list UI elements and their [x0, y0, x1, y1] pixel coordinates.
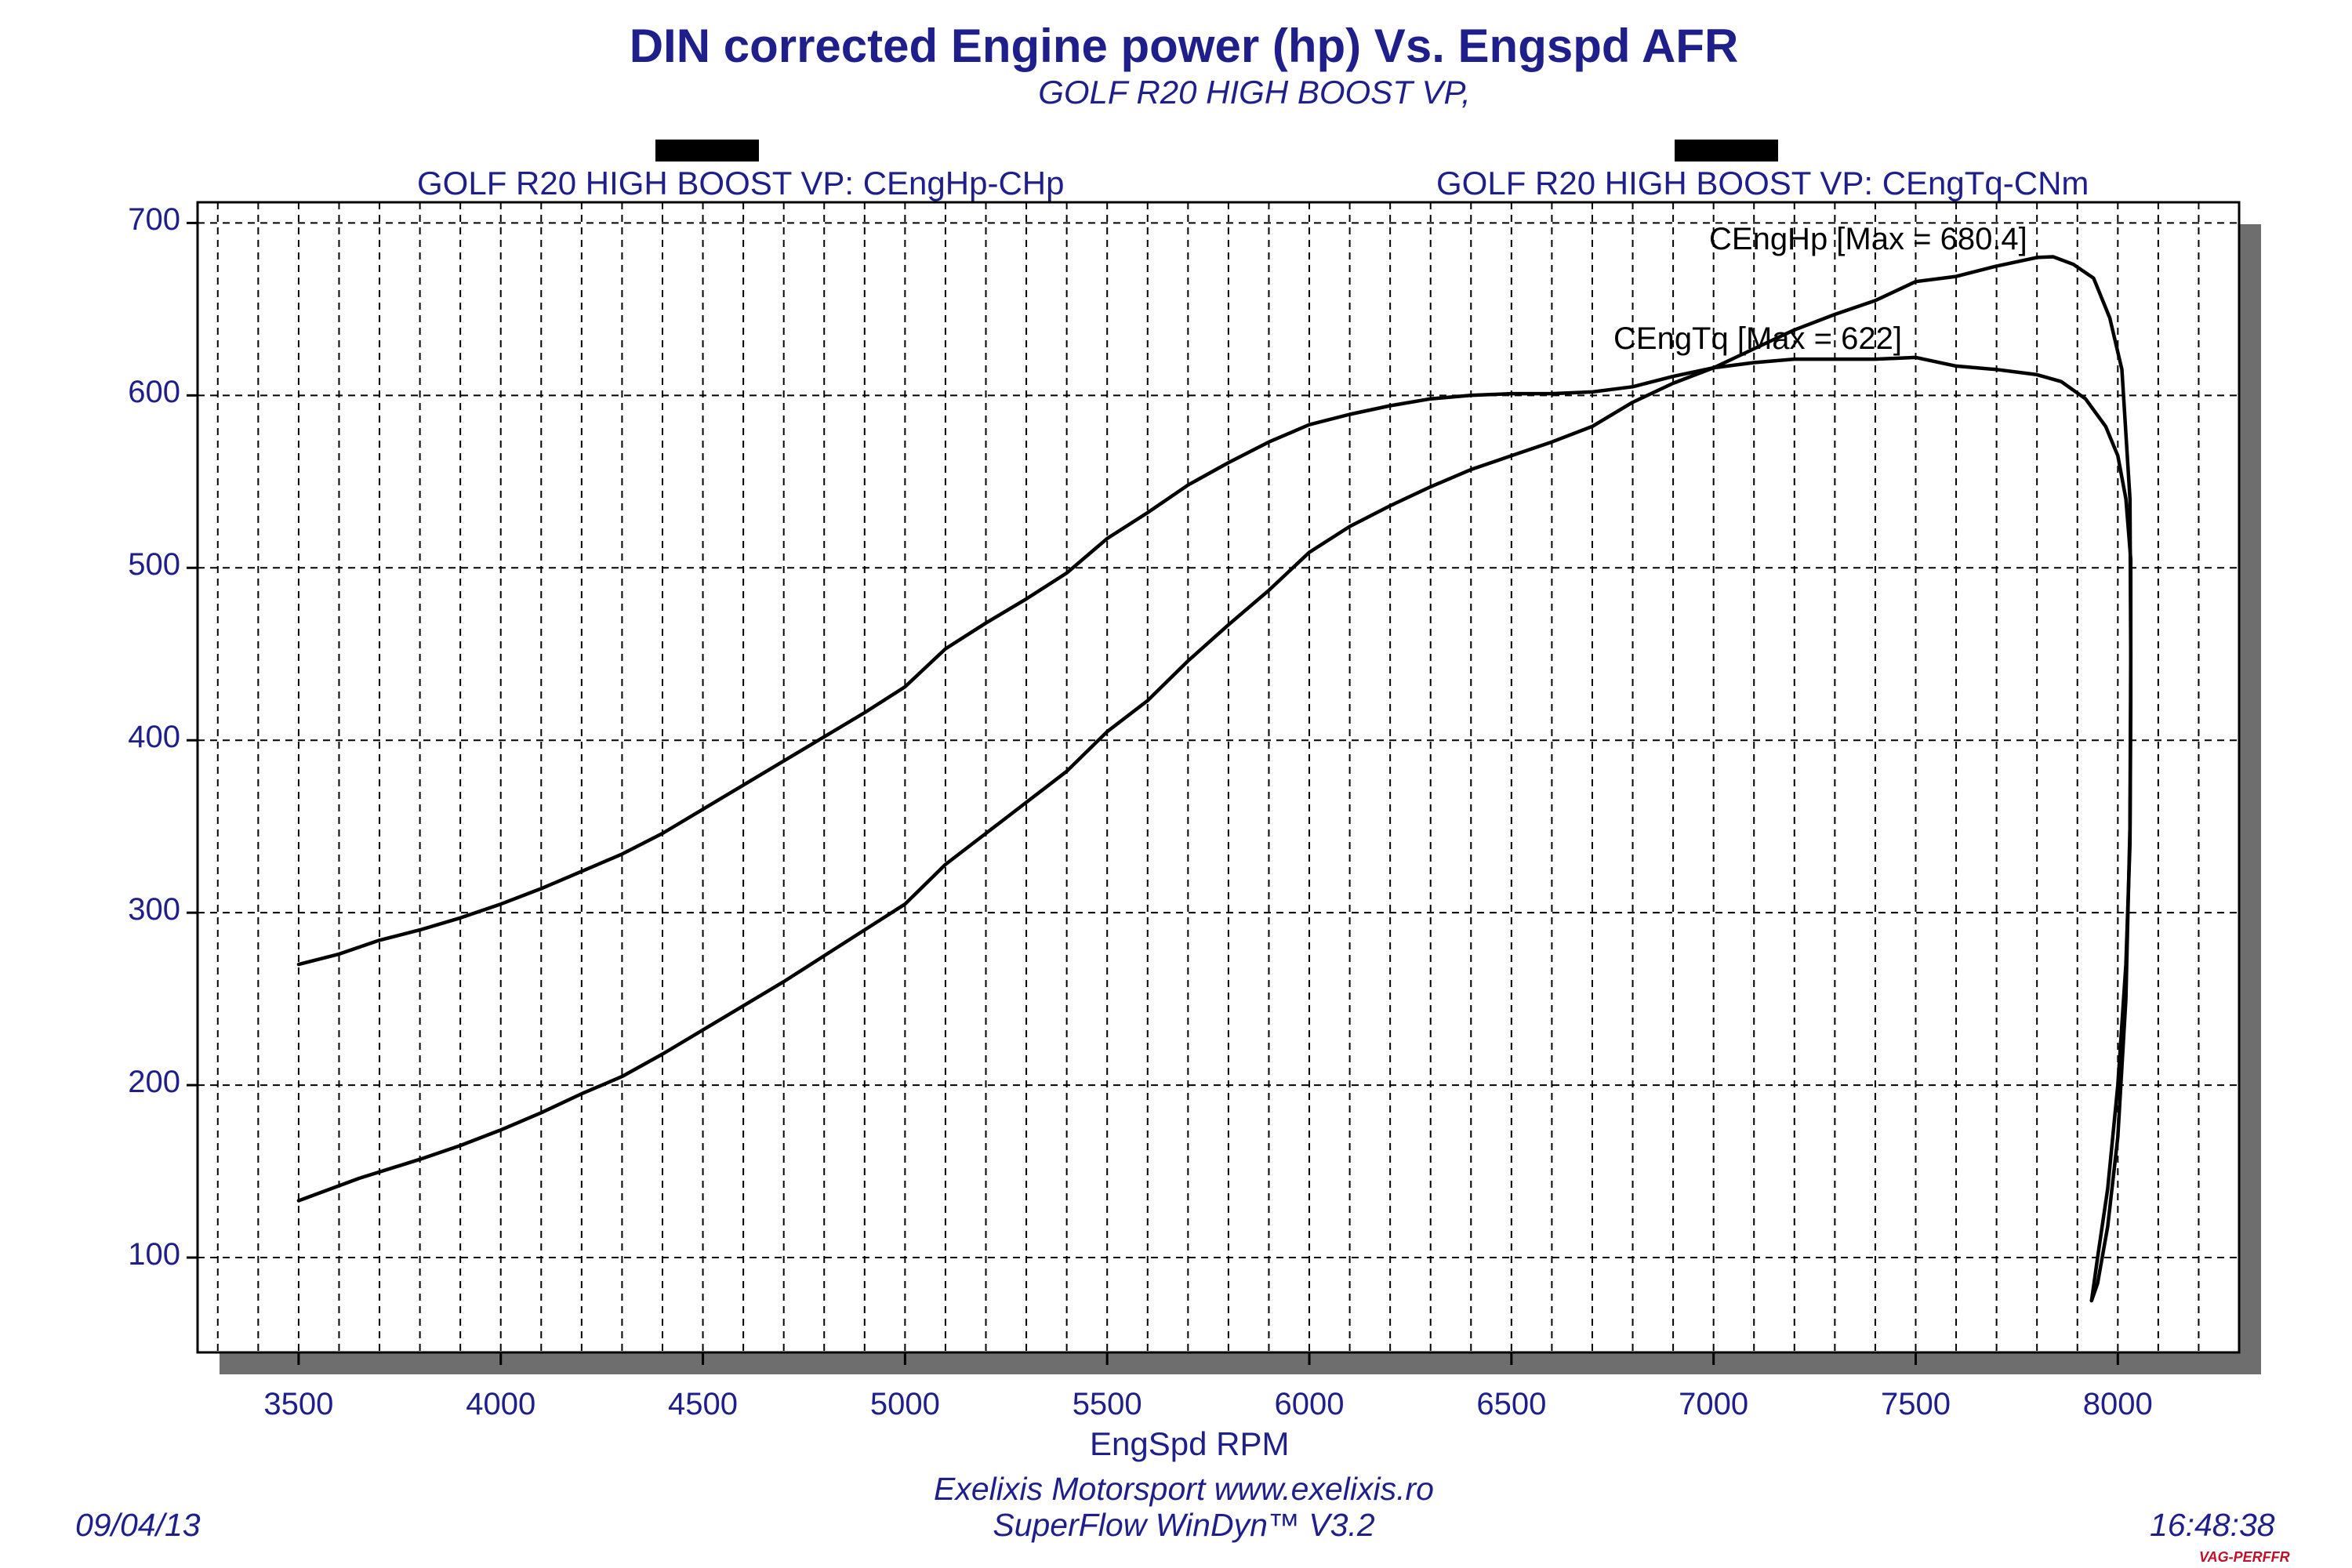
y-tick-label: 500: [128, 547, 180, 583]
annotation-hp-max: CEngHp [Max = 680.4]: [1709, 222, 2027, 256]
chart-subtitle: GOLF R20 HIGH BOOST VP,: [1038, 74, 1471, 111]
legend-label-hp: GOLF R20 HIGH BOOST VP: CEngHp-CHp: [417, 165, 1065, 201]
legend-swatch-tq: [1675, 140, 1778, 162]
legend-label-tq: GOLF R20 HIGH BOOST VP: CEngTq-CNm: [1436, 165, 2089, 201]
plot-frame: [196, 201, 2241, 1354]
x-tick-label: 8000: [2082, 1387, 2153, 1421]
y-tick-label: 200: [128, 1065, 180, 1100]
annotation-tq-max: CEngTq [Max = 622]: [1613, 321, 1902, 356]
plot-background: [198, 202, 2239, 1352]
footer-time: 16:48:38: [2150, 1507, 2275, 1543]
footer-software: SuperFlow WinDyn™ V3.2: [993, 1507, 1375, 1543]
x-tick-label: 4500: [668, 1387, 739, 1421]
x-tick-label: 4000: [466, 1387, 536, 1421]
chart-title: DIN corrected Engine power (hp) Vs. Engs…: [629, 20, 1739, 72]
series-line-hp: [296, 255, 2133, 1303]
footer-credit: Exelixis Motorsport www.exelixis.ro: [934, 1471, 1434, 1507]
y-tick-label: 100: [128, 1237, 180, 1272]
footer-date: 09/04/13: [75, 1507, 201, 1543]
series-line-tq: [296, 355, 2133, 1303]
legend-swatch-hp: [655, 140, 759, 162]
y-tick-label: 300: [128, 892, 180, 927]
x-tick-label: 7500: [1880, 1387, 1951, 1421]
x-tick-label: 7000: [1679, 1387, 1749, 1421]
x-tick-label: 6000: [1274, 1387, 1345, 1421]
watermark-logo: VAG-PERFFR: [2199, 1549, 2290, 1565]
x-tick-label: 5500: [1072, 1387, 1142, 1421]
y-tick-label: 600: [128, 375, 180, 410]
x-tick-label: 6500: [1476, 1387, 1547, 1421]
y-tick-label: 700: [128, 202, 180, 238]
x-axis-label: EngSpd RPM: [1090, 1425, 1290, 1462]
x-tick-label: 3500: [263, 1387, 334, 1421]
x-tick-label: 5000: [869, 1387, 940, 1421]
y-tick-label: 400: [128, 720, 180, 755]
